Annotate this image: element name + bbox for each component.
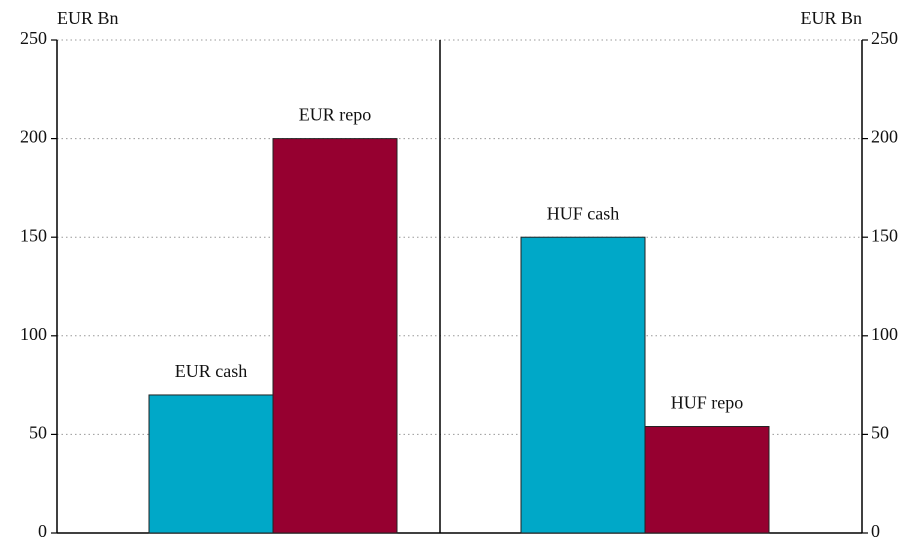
y2-tick-label: 50 (871, 423, 889, 443)
bar-label: HUF cash (547, 203, 620, 223)
y-tick-label: 250 (20, 28, 47, 48)
y-tick-label: 0 (38, 521, 47, 538)
y2-tick-label: 100 (871, 324, 898, 344)
y-tick-label: 50 (29, 423, 47, 443)
y-tick-label: 100 (20, 324, 47, 344)
y2-tick-label: 250 (871, 28, 898, 48)
bar-label: HUF repo (671, 393, 744, 413)
bar (644, 426, 770, 534)
bar-label: EUR cash (175, 361, 247, 381)
y-tick-label: 200 (20, 127, 47, 147)
y-tick-label: 150 (20, 225, 47, 245)
bar-label: EUR repo (299, 105, 371, 125)
y-axis-label: EUR Bn (57, 8, 119, 28)
bar (148, 394, 274, 534)
y2-tick-label: 150 (871, 225, 898, 245)
bar (520, 236, 646, 534)
y2-tick-label: 200 (871, 127, 898, 147)
y2-axis-label: EUR Bn (800, 8, 862, 28)
bar (272, 138, 398, 534)
y2-tick-label: 0 (871, 521, 880, 538)
